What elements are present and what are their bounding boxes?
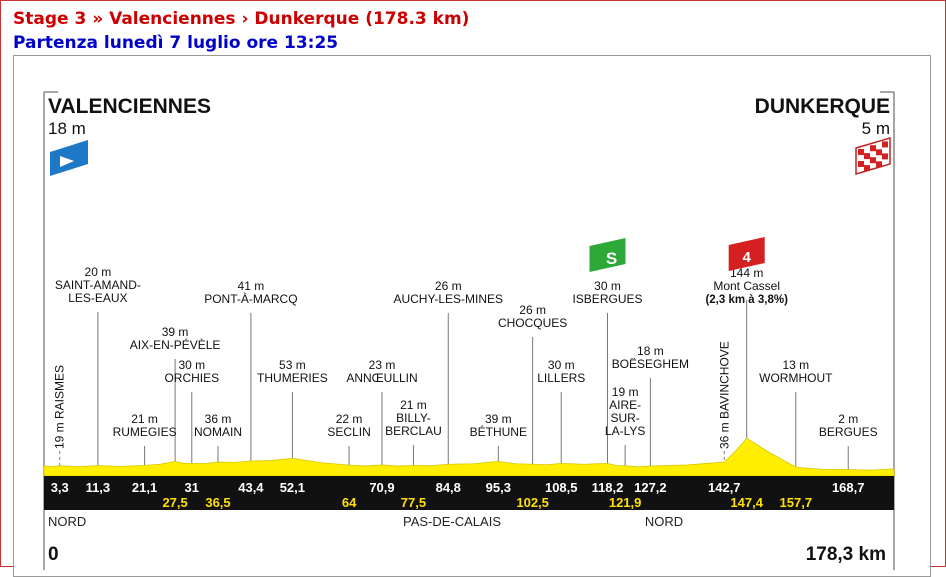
start-flag-icon — [50, 140, 88, 176]
waypoint-aix-en-p-v-le: AIX-EN-PÉVÈLE — [130, 337, 221, 352]
waypoint-altitude: 21 m — [131, 412, 158, 426]
waypoint-lillers: LILLERS — [537, 371, 585, 385]
waypoint-bavinchove: 36 m BAVINCHOVE — [717, 341, 731, 449]
waypoint-bo-seghem: BOËSEGHEM — [612, 357, 689, 371]
km-marker: 84,8 — [436, 480, 461, 495]
km-marker: 31 — [185, 480, 199, 495]
waypoint-nomain: NOMAIN — [194, 425, 242, 439]
waypoint-altitude: 41 m — [238, 279, 265, 293]
km-marker: 127,2 — [634, 480, 667, 495]
waypoint-altitude: 30 m — [548, 358, 575, 372]
waypoint-aire-sur-la-lys: LA-LYS — [605, 424, 645, 438]
waypoint-altitude: 144 m — [730, 266, 763, 280]
waypoint-altitude: 19 m — [612, 385, 639, 399]
stage-profile-chart: VALENCIENNES 18 m DUNKERQUE 5 m 19 m RAI… — [43, 91, 895, 570]
waypoint-altitude: 39 m — [162, 325, 189, 339]
waypoint-mont-cassel: Mont Cassel — [713, 279, 780, 293]
waypoint-saint-amand-les-eaux: SAINT-AMAND- — [55, 278, 141, 292]
waypoint-altitude: 39 m — [485, 412, 512, 426]
checkered-flag-icon — [855, 136, 891, 176]
sprint-badge-icon: S — [589, 238, 626, 272]
km-marker: 3,3 — [51, 480, 69, 495]
climb-category-icon: 4 — [728, 237, 765, 271]
waypoint-pont-marcq: PONT-À-MARCQ — [204, 291, 297, 306]
waypoint-altitude: 53 m — [279, 358, 306, 372]
waypoint-altitude: 26 m — [435, 279, 462, 293]
climb-category-label: 4 — [743, 249, 752, 266]
waypoint-rumegies: RUMEGIES — [113, 425, 177, 439]
waypoint-seclin: SECLIN — [327, 425, 370, 439]
km-marker: 118,2 — [592, 480, 624, 495]
waypoint-altitude: 26 m — [519, 303, 546, 317]
km-marker: 27,5 — [162, 495, 187, 510]
waypoint-billy-berclau: BERCLAU — [385, 424, 442, 438]
km-marker: 77,5 — [401, 495, 426, 510]
waypoint-altitude: 18 m — [637, 344, 664, 358]
km-marker: 11,3 — [86, 480, 111, 495]
km-marker: 102,5 — [516, 495, 549, 510]
waypoint-isbergues: ISBERGUES — [572, 292, 642, 306]
waypoint-raismes: 19 m RAISMES — [53, 365, 67, 449]
waypoint-altitude: 13 m — [782, 358, 809, 372]
km-marker: 52,1 — [280, 480, 305, 495]
stage-profile-box: VALENCIENNES 18 m DUNKERQUE 5 m 19 m RAI… — [13, 55, 931, 577]
region-label-nord-1: NORD — [48, 514, 86, 529]
distance-end-label: 178,3 km — [806, 544, 886, 565]
climb-detail: (2,3 km à 3,8%) — [705, 294, 788, 306]
waypoint-orchies: ORCHIES — [164, 371, 219, 385]
region-label-nord-2: NORD — [645, 514, 683, 529]
waypoint-aire-sur-la-lys: AIRE- — [609, 398, 641, 412]
sprint-badge-label: S — [606, 249, 617, 268]
km-marker: 95,3 — [486, 480, 511, 495]
start-time-subtitle: Partenza lunedì 7 luglio ore 13:25 — [13, 33, 339, 53]
waypoint-altitude: 30 m — [178, 358, 205, 372]
distance-start-label: 0 — [48, 544, 59, 565]
waypoint-altitude: 20 m — [85, 265, 112, 279]
region-label-pas-de-calais: PAS-DE-CALAIS — [403, 514, 501, 529]
start-altitude: 18 m — [48, 119, 86, 138]
waypoint-chocques: CHOCQUES — [498, 316, 567, 330]
km-marker: 43,4 — [238, 480, 264, 495]
waypoint-aire-sur-la-lys: SUR- — [610, 411, 639, 425]
km-marker: 70,9 — [369, 480, 394, 495]
finish-altitude: 5 m — [862, 119, 890, 138]
km-marker: 147,4 — [730, 495, 763, 510]
waypoint-altitude: 2 m — [838, 412, 858, 426]
waypoint-b-thune: BÉTHUNE — [470, 424, 527, 439]
waypoint-wormhout: WORMHOUT — [759, 371, 833, 385]
waypoint-thumeries: THUMERIES — [257, 371, 328, 385]
km-marker: 21,1 — [132, 480, 157, 495]
waypoint-billy-berclau: BILLY- — [396, 411, 431, 425]
km-marker: 108,5 — [545, 480, 578, 495]
km-marker: 36,5 — [205, 495, 230, 510]
waypoint-saint-amand-les-eaux: LES-EAUX — [68, 291, 127, 305]
km-marker: 157,7 — [780, 495, 813, 510]
stage-title: Stage 3 » Valenciennes › Dunkerque (178.… — [13, 9, 470, 29]
km-marker: 64 — [342, 495, 357, 510]
waypoint-altitude: 36 m — [205, 412, 232, 426]
waypoint-altitude: 23 m — [369, 358, 396, 372]
km-marker: 168,7 — [832, 480, 865, 495]
waypoint-auchy-les-mines: AUCHY-LES-MINES — [393, 292, 503, 306]
start-city-name: VALENCIENNES — [48, 95, 211, 118]
km-marker: 142,7 — [708, 480, 741, 495]
finish-city-name: DUNKERQUE — [755, 95, 890, 118]
waypoint-altitude: 22 m — [336, 412, 363, 426]
waypoint-bergues: BERGUES — [819, 425, 878, 439]
waypoint-ann-ullin: ANNŒULLIN — [346, 371, 417, 385]
elevation-profile-area — [43, 437, 895, 477]
waypoint-altitude: 21 m — [400, 398, 427, 412]
km-marker: 121,9 — [609, 495, 642, 510]
waypoint-altitude: 30 m — [594, 279, 621, 293]
km-band — [44, 476, 894, 510]
